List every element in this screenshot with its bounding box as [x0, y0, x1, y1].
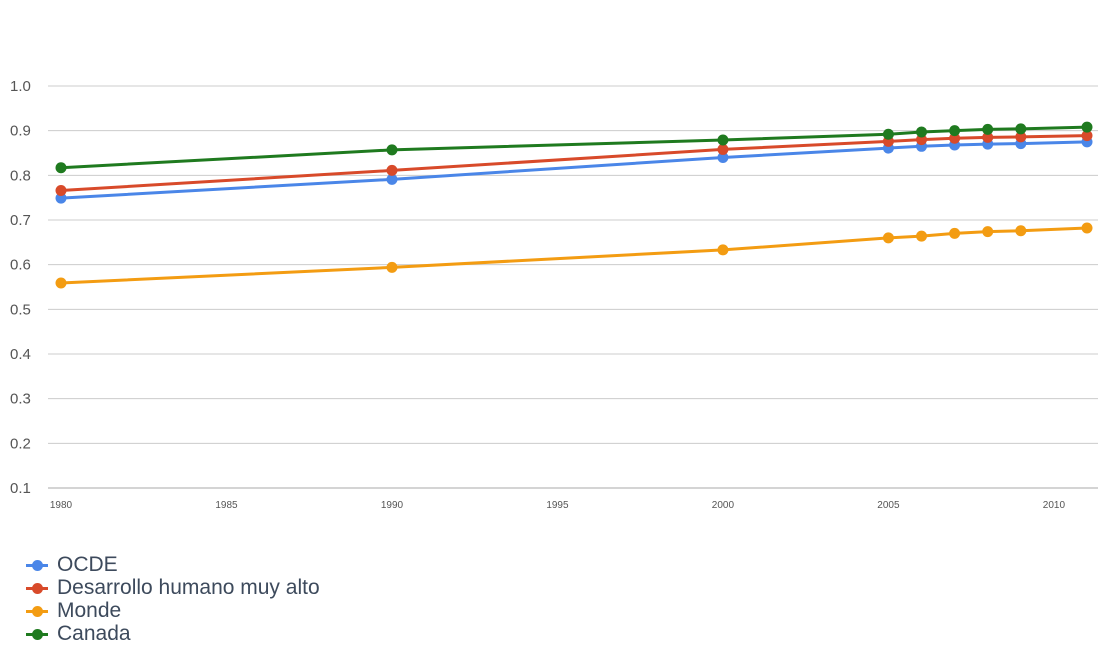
data-point[interactable]: [55, 192, 67, 204]
y-tick-label: 0.2: [10, 435, 31, 452]
series-group: [55, 121, 1093, 289]
data-point[interactable]: [916, 230, 928, 242]
y-tick-label: 0.7: [10, 212, 31, 229]
data-point[interactable]: [882, 232, 894, 244]
series-monde: [55, 222, 1093, 289]
y-axis-ticks: 0.1 0.2 0.3 0.4 0.5 0.6 0.7 0.8 0.9 1.0: [10, 78, 31, 497]
data-point[interactable]: [386, 164, 398, 176]
data-point[interactable]: [1081, 121, 1093, 133]
legend-marker-icon: [26, 581, 48, 595]
x-tick-label: 1995: [546, 500, 569, 511]
x-tick-label: 1985: [215, 500, 238, 511]
y-tick-label: 0.4: [10, 346, 31, 363]
data-point[interactable]: [916, 126, 928, 138]
legend-label: Monde: [57, 598, 122, 622]
series-canada: [55, 121, 1093, 174]
data-point[interactable]: [386, 144, 398, 156]
legend-label: Desarrollo humano muy alto: [57, 575, 320, 599]
y-tick-label: 1.0: [10, 78, 31, 95]
data-point[interactable]: [386, 173, 398, 185]
data-point[interactable]: [1081, 130, 1093, 142]
series-desarrollo-humano-muy-alto: [55, 130, 1093, 197]
y-tick-label: 0.8: [10, 167, 31, 184]
data-point[interactable]: [1081, 222, 1093, 234]
legend-item-ocde[interactable]: OCDE: [26, 553, 320, 576]
x-tick-label: 1980: [50, 500, 73, 511]
legend-label: Canada: [57, 621, 131, 645]
data-point[interactable]: [1015, 225, 1027, 237]
y-tick-label: 0.9: [10, 123, 31, 140]
x-axis-ticks: 1980 1985 1990 1995 2000 2005 2010: [50, 500, 1066, 511]
data-point[interactable]: [949, 125, 961, 137]
data-point[interactable]: [55, 162, 67, 174]
data-point[interactable]: [55, 277, 67, 289]
grid: [48, 85, 1098, 489]
data-point[interactable]: [949, 132, 961, 144]
legend-marker-icon: [26, 604, 48, 618]
data-point[interactable]: [982, 123, 994, 135]
y-tick-label: 0.1: [10, 480, 31, 497]
data-point[interactable]: [55, 185, 67, 197]
series-line: [59, 125, 1089, 170]
data-point[interactable]: [982, 131, 994, 143]
data-point[interactable]: [982, 226, 994, 238]
x-tick-label: 2005: [877, 500, 900, 511]
series-line: [59, 140, 1089, 200]
data-point[interactable]: [1015, 131, 1027, 143]
data-point[interactable]: [949, 227, 961, 239]
data-point[interactable]: [717, 244, 729, 256]
data-point[interactable]: [717, 151, 729, 163]
legend-marker-icon: [26, 627, 48, 641]
data-point[interactable]: [916, 134, 928, 146]
y-tick-label: 0.6: [10, 257, 31, 274]
x-tick-label: 2010: [1043, 500, 1066, 511]
data-point[interactable]: [1015, 123, 1027, 135]
series-line: [59, 226, 1089, 285]
y-tick-label: 0.5: [10, 301, 31, 318]
data-point[interactable]: [717, 134, 729, 146]
legend-item-canada[interactable]: Canada: [26, 622, 320, 645]
legend: OCDE Desarrollo humano muy alto Monde Canad…: [26, 553, 320, 645]
line-chart: 0.10.20.30.40.50.60.70.80.91.0 1980 1985 1…: [10, 78, 1098, 511]
legend-marker-icon: [26, 558, 48, 572]
x-tick-label: 2000: [712, 500, 735, 511]
data-point[interactable]: [717, 143, 729, 155]
legend-item-monde[interactable]: Monde: [26, 599, 320, 622]
data-point[interactable]: [386, 261, 398, 273]
x-tick-label: 1990: [381, 500, 404, 511]
series-ocde: [55, 136, 1093, 204]
legend-item-desarrollo-humano-muy-alto[interactable]: Desarrollo humano muy alto: [26, 576, 320, 599]
legend-label: OCDE: [57, 552, 118, 576]
data-point[interactable]: [882, 128, 894, 140]
y-tick-label: 0.3: [10, 391, 31, 408]
